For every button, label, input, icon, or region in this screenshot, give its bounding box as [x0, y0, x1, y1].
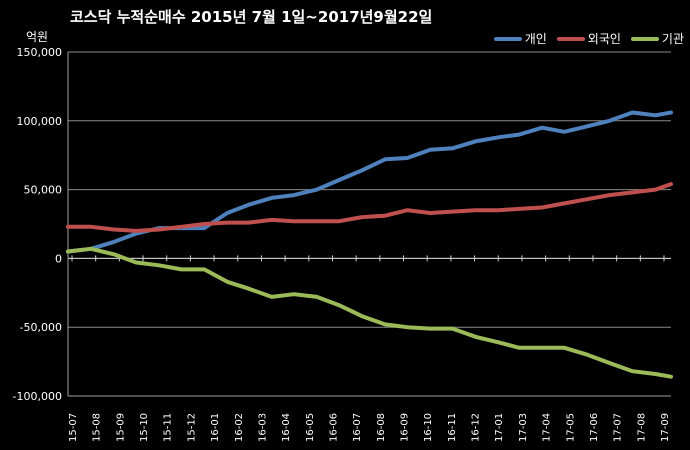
- x-tick-label: 16-05: [305, 413, 316, 442]
- x-tick-label: 16-11: [447, 413, 458, 442]
- x-tick-label: 16-01: [210, 413, 221, 442]
- x-tick-label: 17-08: [636, 413, 647, 442]
- axes: [67, 52, 671, 397]
- x-tick-label: 15-08: [92, 413, 103, 442]
- x-tick-label: 17-09: [660, 413, 671, 442]
- x-tick-label: 17-06: [589, 413, 600, 442]
- x-tick-label: 15-07: [68, 413, 79, 442]
- gridlines: [68, 51, 671, 397]
- x-tick-label: 17-01: [494, 413, 505, 442]
- x-tick-label: 15-09: [115, 413, 126, 442]
- legend-label: 외국인: [587, 32, 621, 46]
- x-tick-label: 16-02: [234, 413, 245, 442]
- x-tick-label: 17-05: [565, 413, 576, 442]
- y-axis-unit: 억원: [26, 30, 49, 44]
- x-tick-label: 16-09: [400, 413, 411, 442]
- y-tick-label: 100,000: [17, 115, 63, 128]
- x-tick-label: 15-11: [163, 413, 174, 442]
- x-tick-label: 17-07: [613, 413, 624, 442]
- x-tick-label: 16-06: [328, 413, 339, 442]
- legend-item: 기관: [630, 30, 684, 47]
- series-line-외국인: [66, 182, 673, 233]
- y-tick-label: 150,000: [17, 46, 63, 59]
- y-tick-label: 50,000: [24, 184, 63, 197]
- x-tick-label: 15-12: [186, 413, 197, 442]
- legend: 개인 외국인 기관: [493, 30, 684, 47]
- legend-label: 개인: [524, 32, 547, 46]
- x-tick-label: 16-07: [352, 413, 363, 442]
- x-axis-ticks: 15-07 15-08 15-09 15-10 15-11 15-12 16-01 16-02…: [68, 255, 671, 442]
- legend-swatch: [493, 36, 522, 41]
- x-tick-label: 17-03: [518, 413, 529, 442]
- legend-swatch: [630, 36, 659, 41]
- y-axis-ticks: 150,000 100,000 50,000 0 -50,000 -100,000: [13, 46, 62, 403]
- series-line-기관: [66, 246, 673, 379]
- x-tick-label: 15-10: [139, 413, 150, 442]
- series-lines: [66, 110, 673, 379]
- legend-item: 외국인: [556, 30, 621, 47]
- x-tick-label: 16-10: [423, 413, 434, 442]
- x-tick-label: 17-04: [542, 413, 553, 442]
- chart-title: 코스닥 누적순매수 2015년 7월 1일~2017년9월22일: [70, 8, 433, 26]
- y-tick-label: 0: [55, 252, 62, 265]
- legend-swatch: [556, 36, 585, 41]
- x-tick-label: 16-03: [257, 413, 268, 442]
- legend-item: 개인: [493, 30, 547, 47]
- x-tick-label: 16-12: [471, 413, 482, 442]
- legend-label: 기관: [661, 32, 684, 46]
- x-tick-label: 16-08: [376, 413, 387, 442]
- y-tick-label: -50,000: [20, 321, 62, 334]
- y-tick-label: -100,000: [13, 390, 62, 403]
- x-tick-label: 16-04: [281, 413, 292, 442]
